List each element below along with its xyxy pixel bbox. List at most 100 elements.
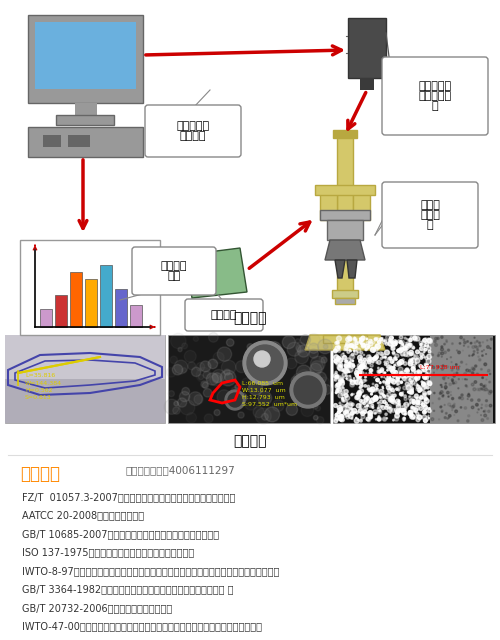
Circle shape [378, 371, 381, 372]
Circle shape [360, 403, 362, 405]
Circle shape [381, 406, 385, 410]
Circle shape [384, 372, 386, 374]
Circle shape [386, 335, 390, 339]
Circle shape [468, 370, 471, 372]
Text: 适用标准: 适用标准 [20, 465, 60, 483]
Bar [348, 18, 386, 78]
Circle shape [337, 342, 340, 345]
Circle shape [450, 356, 452, 358]
Circle shape [382, 356, 384, 358]
Circle shape [394, 356, 396, 358]
Circle shape [445, 376, 446, 377]
Circle shape [444, 386, 447, 388]
Circle shape [409, 392, 411, 394]
Circle shape [460, 397, 464, 400]
Circle shape [404, 378, 407, 381]
Circle shape [363, 362, 365, 364]
Circle shape [380, 400, 384, 404]
Circle shape [342, 370, 344, 372]
Circle shape [354, 371, 359, 375]
Circle shape [397, 380, 400, 382]
Circle shape [452, 366, 454, 369]
Circle shape [427, 380, 432, 385]
Circle shape [452, 397, 454, 399]
Circle shape [409, 350, 414, 355]
Circle shape [378, 402, 379, 404]
Circle shape [336, 336, 342, 341]
Circle shape [416, 397, 420, 401]
Circle shape [392, 337, 394, 339]
Circle shape [218, 347, 232, 362]
Circle shape [490, 348, 491, 349]
Circle shape [387, 404, 392, 409]
Circle shape [464, 341, 466, 344]
Circle shape [416, 380, 417, 381]
Circle shape [482, 355, 483, 356]
Circle shape [450, 394, 452, 396]
Circle shape [336, 363, 338, 365]
Circle shape [366, 338, 368, 339]
Circle shape [392, 343, 393, 344]
Circle shape [409, 358, 412, 361]
Circle shape [423, 339, 426, 342]
Circle shape [416, 400, 420, 404]
Circle shape [350, 344, 354, 347]
Circle shape [449, 383, 452, 385]
Circle shape [344, 349, 345, 351]
Circle shape [396, 409, 400, 413]
Circle shape [442, 365, 444, 367]
Circle shape [398, 383, 400, 385]
Circle shape [324, 344, 328, 349]
Circle shape [398, 389, 400, 391]
Circle shape [484, 363, 486, 365]
Circle shape [415, 395, 418, 397]
Circle shape [411, 346, 414, 349]
Circle shape [358, 372, 362, 376]
Circle shape [428, 409, 431, 413]
Circle shape [340, 381, 344, 386]
Circle shape [256, 349, 272, 365]
Circle shape [396, 362, 400, 366]
Circle shape [310, 361, 324, 374]
Circle shape [416, 412, 419, 415]
Circle shape [278, 370, 283, 376]
Circle shape [427, 373, 430, 377]
Circle shape [408, 396, 410, 397]
Circle shape [204, 388, 212, 397]
Circle shape [484, 410, 486, 412]
Circle shape [422, 367, 427, 372]
Circle shape [406, 368, 409, 371]
Circle shape [426, 359, 431, 364]
Circle shape [444, 365, 446, 367]
Polygon shape [185, 248, 247, 298]
Circle shape [413, 336, 416, 340]
Circle shape [366, 355, 370, 359]
Circle shape [374, 338, 376, 340]
Circle shape [402, 342, 404, 344]
Circle shape [408, 391, 410, 393]
Circle shape [374, 398, 376, 400]
Circle shape [418, 385, 420, 388]
Circle shape [412, 410, 414, 412]
Text: 图像分析系: 图像分析系 [176, 121, 210, 131]
Circle shape [486, 379, 487, 380]
Circle shape [393, 345, 394, 346]
Bar [56, 115, 114, 125]
Circle shape [364, 411, 366, 413]
Circle shape [420, 366, 424, 369]
Circle shape [374, 338, 377, 341]
Circle shape [400, 347, 402, 349]
Circle shape [267, 356, 276, 365]
Circle shape [367, 418, 370, 422]
Circle shape [484, 414, 486, 417]
Circle shape [400, 381, 402, 383]
Circle shape [342, 380, 344, 382]
Circle shape [404, 372, 406, 374]
Circle shape [424, 378, 426, 380]
Circle shape [434, 344, 438, 346]
Circle shape [195, 267, 211, 283]
Circle shape [337, 375, 340, 378]
Circle shape [448, 415, 451, 417]
Circle shape [423, 370, 424, 371]
Circle shape [426, 369, 431, 374]
